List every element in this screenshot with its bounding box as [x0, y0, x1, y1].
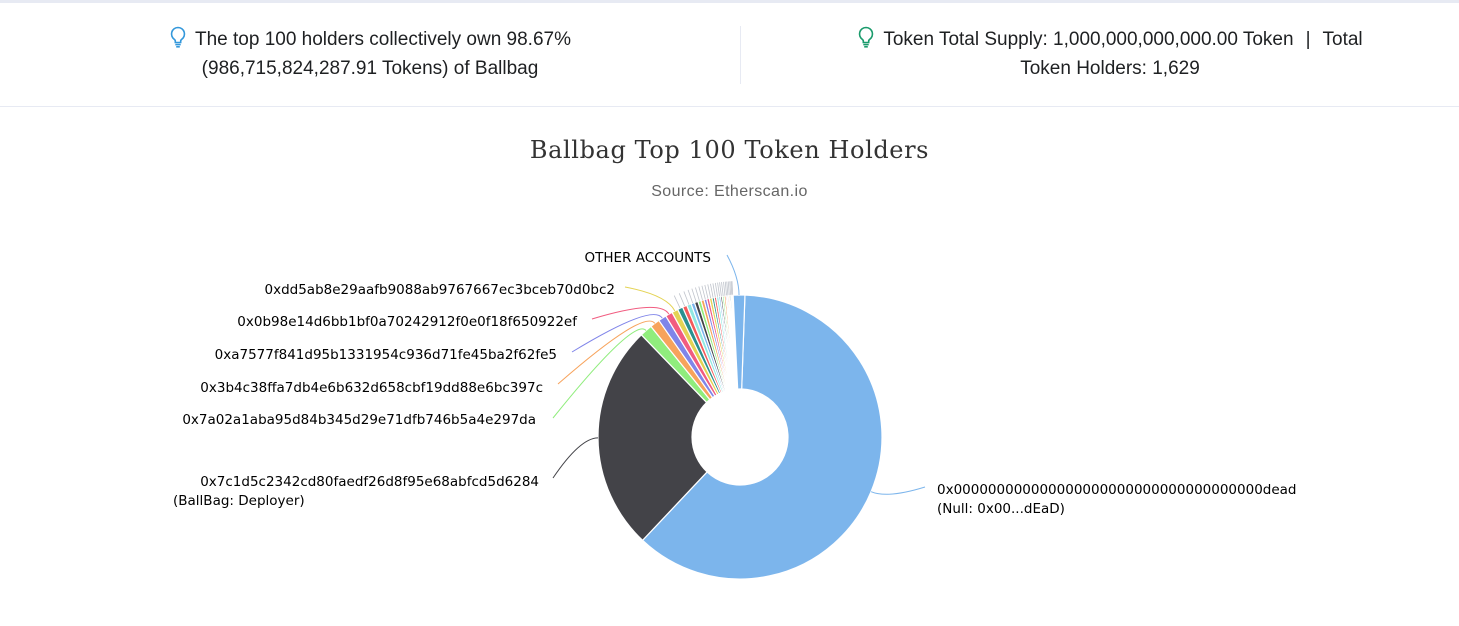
minor-connector-line — [731, 281, 734, 296]
slice-label-detail: (Null: 0x00...dEaD) — [937, 501, 1065, 517]
slice-label: 0xa7577f841d95b1331954c936d71fe45ba2f62f… — [215, 347, 557, 363]
minor-connector-line — [724, 281, 727, 296]
minor-connector-line — [687, 289, 694, 304]
connector-line — [624, 286, 676, 312]
minor-connector-line — [723, 281, 726, 296]
connector-line — [591, 306, 670, 320]
pie-slice[interactable] — [597, 333, 708, 542]
holders-count: Token Holders: 1,629 — [1020, 58, 1200, 79]
top-holders-line1: The top 100 holders collectively own 98.… — [194, 29, 571, 50]
token-supply-summary: Token Total Supply: 1,000,000,000,000.00… — [790, 25, 1430, 83]
slice-label: 0x7c1d5c2342cd80faedf26d8f95e68abfcd5d62… — [200, 474, 539, 490]
minor-connector-line — [698, 286, 703, 301]
slice-label: 0x7a02a1aba95d84b345d29e71dfb746b5a4e297… — [182, 412, 536, 428]
minor-connector-line — [714, 282, 718, 297]
minor-connector-line — [727, 281, 730, 296]
minor-connector-line — [701, 285, 706, 300]
minor-connector-line — [719, 282, 722, 297]
minor-connector-line — [683, 291, 690, 305]
top-holders-line2: (986,715,824,287.91 Tokens) of Ballbag — [201, 58, 539, 79]
top-holders-summary: The top 100 holders collectively own 98.… — [140, 25, 600, 83]
connector-line — [571, 314, 663, 353]
lightbulb-icon — [859, 26, 874, 48]
token-supply-text: Token Total Supply: 1,000,000,000,000.00… — [883, 29, 1294, 50]
minor-connector-line — [678, 293, 686, 307]
minor-connector-line — [730, 281, 733, 296]
connector-line — [726, 254, 740, 296]
holders-label: Total — [1322, 29, 1363, 50]
minor-connector-line — [673, 295, 681, 309]
stats-divider — [740, 26, 741, 84]
minor-connector-line — [717, 282, 720, 297]
chart-title: Ballbag Top 100 Token Holders — [529, 136, 930, 164]
token-stats-bar: The top 100 holders collectively own 98.… — [0, 3, 1459, 107]
slice-label: OTHER ACCOUNTS — [585, 250, 712, 266]
slice-label: 0x3b4c38ffa7db4e6b632d658cbf19dd88e6bc39… — [200, 380, 543, 396]
minor-connector-line — [695, 287, 700, 302]
minor-connector-line — [726, 281, 729, 296]
connector-line — [870, 486, 926, 495]
connector-line — [557, 320, 656, 385]
minor-connector-line — [721, 282, 724, 297]
minor-connector-line — [704, 284, 709, 299]
minor-connector-line — [729, 281, 732, 296]
pie-slice[interactable] — [732, 294, 746, 390]
pie-slice[interactable] — [641, 294, 883, 580]
connector-line — [552, 437, 599, 479]
chart-subtitle: Source: Etherscan.io — [651, 183, 808, 200]
separator: | — [1305, 29, 1311, 50]
minor-connector-line — [691, 288, 697, 303]
connector-line — [552, 328, 647, 419]
slice-label: 0x000000000000000000000000000000000000de… — [937, 482, 1297, 498]
lightbulb-icon — [170, 26, 186, 48]
slice-label: 0x0b98e14d6bb1bf0a70242912f0e0f18f650922… — [237, 314, 578, 330]
minor-connector-line — [710, 283, 714, 298]
minor-connector-line — [712, 283, 716, 298]
top-border — [0, 0, 1459, 3]
slice-label-detail: (BallBag: Deployer) — [173, 493, 305, 509]
slice-label: 0xdd5ab8e29aafb9088ab9767667ec3bceb70d0b… — [264, 282, 615, 298]
minor-connector-line — [707, 284, 712, 299]
